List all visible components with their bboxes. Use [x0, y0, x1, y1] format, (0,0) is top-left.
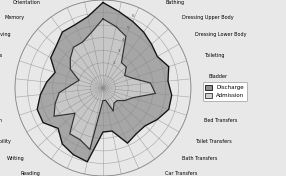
Polygon shape	[54, 19, 156, 149]
Polygon shape	[37, 2, 172, 162]
Legend: Discharge, Admission: Discharge, Admission	[202, 82, 247, 101]
